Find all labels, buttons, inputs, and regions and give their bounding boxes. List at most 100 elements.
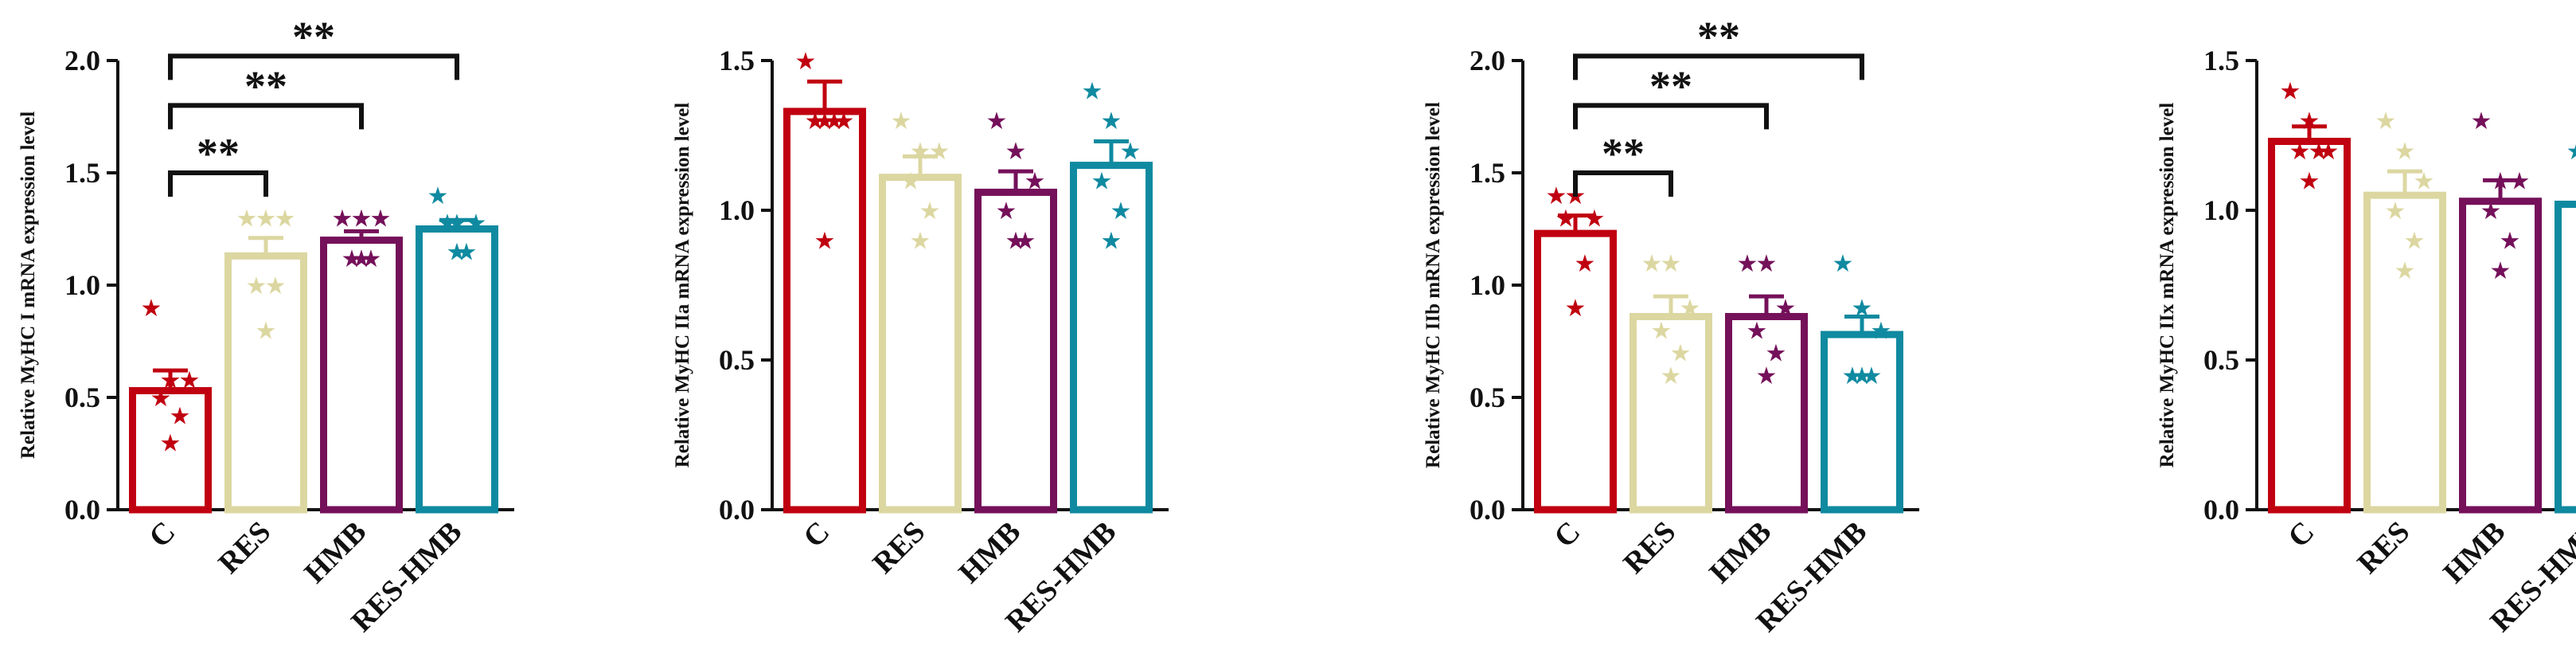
data-point: ★: [2299, 108, 2320, 135]
bar-hmb: [320, 237, 403, 514]
y-tick-label: 0.5: [2203, 344, 2239, 376]
data-point: ★: [361, 245, 382, 273]
data-point: ★: [2404, 228, 2426, 256]
data-point: ★: [275, 205, 296, 233]
data-point: ★: [1871, 317, 1892, 345]
data-point: ★: [1852, 295, 1873, 323]
chart-panel-2: 0.0 0.5 1.0 1.5 Relative MyHC IIa mRNA expre…: [672, 45, 1169, 639]
x-tick-label: HMB: [298, 515, 373, 590]
significance-bracket: [168, 53, 459, 80]
data-point: ★: [150, 385, 172, 413]
data-point: ★: [170, 403, 191, 431]
data-point: ★: [891, 108, 912, 135]
y-axis-label: Relative MyHC IIa mRNA expression level: [672, 103, 693, 468]
significance-label: **: [197, 130, 240, 178]
data-point: ★: [351, 205, 373, 233]
data-point: ★: [1101, 108, 1122, 135]
data-point: ★: [1082, 78, 1103, 106]
data-point: ★: [1101, 228, 1122, 256]
data-point: ★: [236, 205, 258, 233]
data-point: ★: [246, 272, 267, 300]
significance-bracket: [1573, 103, 1769, 130]
data-point: ★: [2500, 228, 2521, 256]
data-point: ★: [1120, 138, 1142, 166]
data-point: ★: [2299, 167, 2320, 195]
bar-c: [2268, 138, 2351, 514]
data-point: ★: [1584, 205, 1606, 233]
data-point: ★: [805, 108, 826, 135]
data-point: ★: [1670, 340, 1692, 368]
data-point: ★: [2395, 138, 2416, 166]
chart-panel-4: 0.0 0.5 1.0 1.5 Relative MyHC IIx mRNA expre…: [2156, 45, 2576, 639]
significance-label: **: [1602, 130, 1645, 178]
y-tick-label: 1.5: [719, 45, 755, 76]
x-tick-label: C: [1548, 515, 1587, 554]
data-point: ★: [2309, 138, 2330, 166]
data-point: ★: [2375, 108, 2397, 135]
significance-label: **: [1697, 13, 1740, 61]
y-tick-label: 1.5: [64, 157, 100, 189]
data-point: ★: [2509, 167, 2531, 195]
data-point: ★: [2385, 198, 2406, 225]
x-tick-label: HMB: [2437, 515, 2512, 590]
y-tick-label: 1.0: [2203, 194, 2239, 226]
y-axis-label: Relative MyHC IIx mRNA expression level: [2156, 103, 2178, 468]
data-point: ★: [1766, 340, 1787, 368]
bar-res-hmb: [1070, 162, 1153, 514]
bar-res: [879, 174, 962, 514]
data-point: ★: [1005, 228, 1027, 256]
x-tick-label: HMB: [1703, 515, 1778, 590]
significance-bracket: [1573, 53, 1864, 80]
bar-res: [1630, 312, 1712, 514]
data-point: ★: [2490, 257, 2512, 285]
x-tick-label: RES: [2351, 515, 2416, 581]
data-point: ★: [1651, 317, 1672, 345]
significance-label: **: [1649, 62, 1692, 110]
data-point: ★: [929, 138, 950, 166]
data-point: ★: [179, 366, 201, 394]
data-point: ★: [1680, 295, 1701, 323]
significance-bracket: [1573, 170, 1673, 197]
data-point: ★: [1025, 167, 1046, 195]
y-tick-label: 1.5: [2203, 45, 2239, 76]
bar-hmb: [2459, 198, 2542, 514]
y-tick-label: 0.0: [1469, 494, 1505, 526]
data-point: ★: [447, 209, 468, 237]
y-tick-label: 1.5: [1469, 157, 1505, 189]
significance-bracket: [168, 170, 268, 197]
data-point: ★: [447, 239, 468, 267]
data-point: ★: [1861, 362, 1883, 390]
data-point: ★: [996, 198, 1017, 225]
data-point: ★: [986, 108, 1008, 135]
bar-c: [783, 108, 866, 514]
data-point: ★: [833, 108, 855, 135]
x-tick-label: RES: [212, 515, 277, 581]
data-point: ★: [2414, 167, 2435, 195]
y-tick-label: 2.0: [1469, 45, 1505, 76]
data-point: ★: [910, 138, 931, 166]
data-point: ★: [1756, 362, 1778, 390]
significance-label: **: [244, 62, 287, 110]
data-point: ★: [1005, 138, 1027, 166]
data-point: ★: [1842, 362, 1864, 390]
y-tick-label: 0.0: [64, 494, 100, 526]
data-point: ★: [1546, 182, 1567, 210]
data-point: ★: [456, 239, 478, 267]
x-tick-label: C: [797, 515, 836, 554]
bar-res-hmb: [1821, 331, 1903, 514]
data-point: ★: [1661, 362, 1682, 390]
data-point: ★: [437, 209, 459, 237]
chart-panel-1: 0.0 0.5 1.0 1.5 2.0 Relative MyHC I mRNA expr…: [18, 13, 514, 639]
data-point: ★: [1555, 205, 1577, 233]
x-tick-label: C: [2281, 515, 2320, 554]
bar-res-hmb: [2555, 200, 2576, 514]
data-point: ★: [160, 366, 181, 394]
data-point: ★: [1110, 198, 1132, 225]
y-tick-label: 1.0: [719, 194, 755, 226]
data-point: ★: [160, 429, 181, 457]
y-axis-label: Relative MyHC IIb mRNA expression level: [1423, 102, 1444, 468]
y-tick-label: 1.0: [64, 269, 100, 301]
data-point: ★: [1775, 295, 1797, 323]
data-point: ★: [427, 182, 449, 210]
